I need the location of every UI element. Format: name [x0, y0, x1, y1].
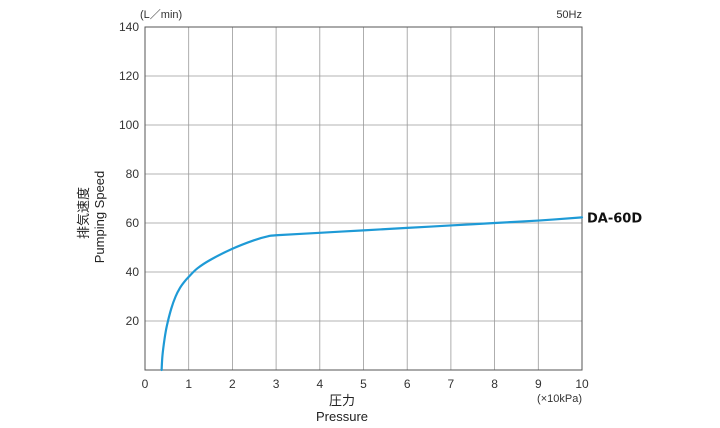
x-tick-label: 10 — [575, 377, 589, 391]
y-axis-label-jp: 排気速度 — [76, 187, 91, 239]
x-tick-label: 2 — [229, 377, 236, 391]
y-tick-labels: 20 40 60 80 100 120 140 — [119, 20, 139, 328]
y-tick-label: 80 — [126, 167, 140, 181]
y-tick-label: 140 — [119, 20, 139, 34]
grid-lines — [145, 27, 582, 370]
y-tick-label: 20 — [126, 314, 140, 328]
x-tick-label: 1 — [185, 377, 192, 391]
x-tick-label: 3 — [273, 377, 280, 391]
y-tick-label: 40 — [126, 265, 140, 279]
plot-frame — [144, 26, 583, 371]
x-tick-label: 7 — [448, 377, 455, 391]
x-axis-label-en: Pressure — [316, 409, 368, 424]
x-tick-label: 9 — [535, 377, 542, 391]
x-axis-label-jp: 圧力 — [329, 393, 355, 408]
series-label-da-60d: DA-60D — [587, 211, 642, 226]
x-tick-label: 6 — [404, 377, 411, 391]
series-line-da-60d — [160, 216, 584, 372]
x-tick-label: 8 — [491, 377, 498, 391]
y-tick-label: 60 — [126, 216, 140, 230]
y-axis-unit: (L／min) — [140, 8, 182, 21]
x-axis-unit: (×10kPa) — [537, 393, 582, 405]
x-tick-label: 4 — [316, 377, 323, 391]
x-tick-labels: 0 1 2 3 4 5 6 7 8 9 10 — [142, 377, 589, 391]
y-axis-label-en: Pumping Speed — [92, 171, 107, 264]
x-tick-label: 5 — [360, 377, 367, 391]
y-tick-label: 120 — [119, 69, 139, 83]
y-tick-label: 100 — [119, 118, 139, 132]
frequency-label: 50Hz — [556, 9, 582, 21]
x-tick-label: 0 — [142, 377, 149, 391]
